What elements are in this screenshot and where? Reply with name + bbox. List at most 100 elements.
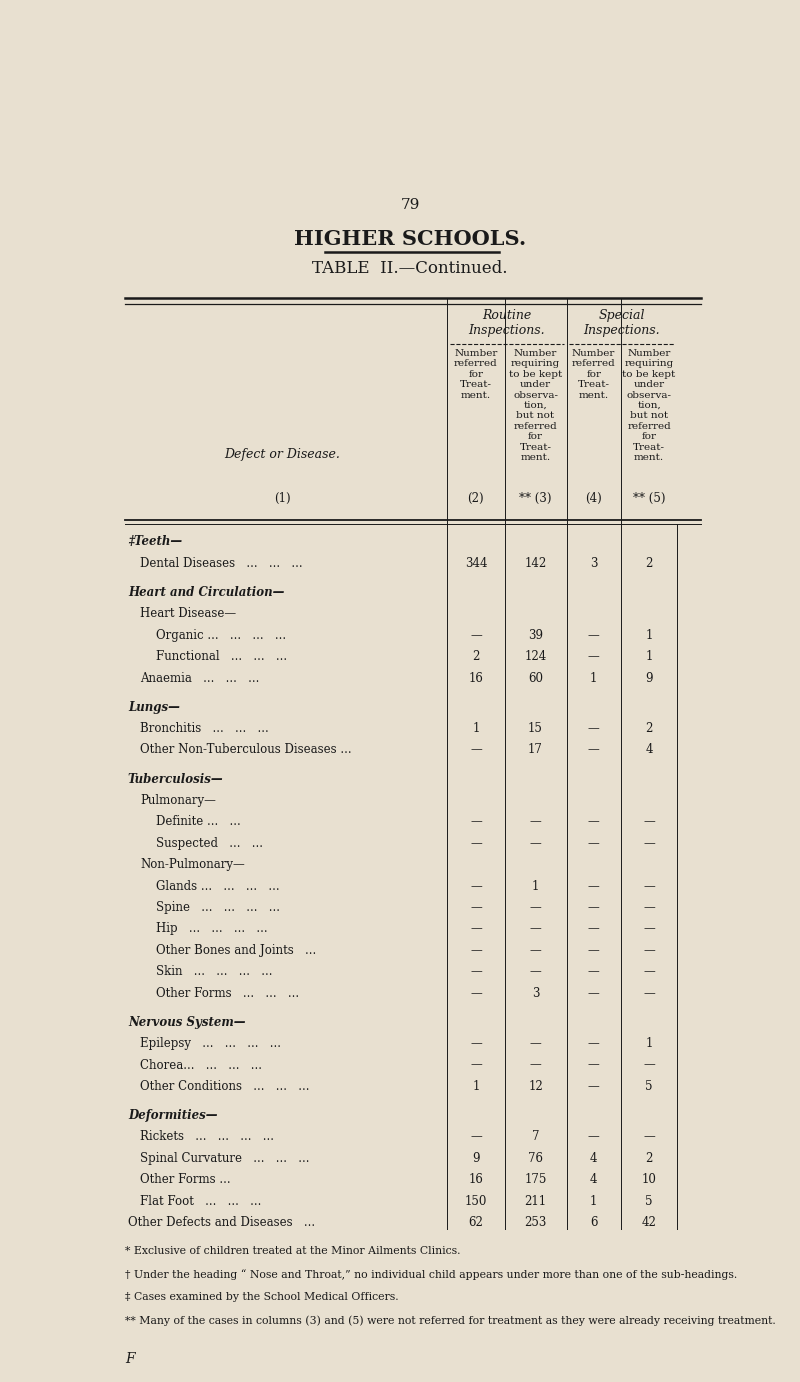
- Text: —: —: [470, 901, 482, 914]
- Text: Spine   ...   ...   ...   ...: Spine ... ... ... ...: [156, 901, 280, 914]
- Text: 2: 2: [646, 721, 653, 735]
- Text: Chorea...   ...   ...   ...: Chorea... ... ... ...: [140, 1059, 262, 1071]
- Text: TABLE  II.—Continued.: TABLE II.—Continued.: [312, 260, 508, 276]
- Text: 15: 15: [528, 721, 543, 735]
- Text: 253: 253: [524, 1216, 546, 1229]
- Text: Heart and Circulation—: Heart and Circulation—: [128, 586, 284, 598]
- Text: —: —: [588, 1059, 599, 1071]
- Text: Number
referred
for
Treat-
ment.: Number referred for Treat- ment.: [454, 350, 498, 399]
- Text: —: —: [530, 837, 542, 850]
- Text: —: —: [470, 1130, 482, 1143]
- Text: Defect or Disease.: Defect or Disease.: [224, 448, 340, 460]
- Text: —: —: [588, 1079, 599, 1093]
- Text: Nervous System—: Nervous System—: [128, 1016, 246, 1028]
- Text: —: —: [643, 901, 655, 914]
- Text: 17: 17: [528, 744, 543, 756]
- Text: Dental Diseases   ...   ...   ...: Dental Diseases ... ... ...: [140, 557, 303, 569]
- Text: —: —: [470, 944, 482, 956]
- Text: Epilepsy   ...   ...   ...   ...: Epilepsy ... ... ... ...: [140, 1036, 282, 1050]
- Text: 150: 150: [465, 1194, 487, 1208]
- Text: 39: 39: [528, 629, 543, 641]
- Text: Organic ...   ...   ...   ...: Organic ... ... ... ...: [156, 629, 286, 641]
- Text: —: —: [588, 721, 599, 735]
- Text: —: —: [470, 837, 482, 850]
- Text: Glands ...   ...   ...   ...: Glands ... ... ... ...: [156, 879, 279, 893]
- Text: —: —: [470, 922, 482, 936]
- Text: —: —: [588, 965, 599, 978]
- Text: 4: 4: [590, 1153, 598, 1165]
- Text: F: F: [125, 1352, 134, 1367]
- Text: —: —: [588, 837, 599, 850]
- Text: Spinal Curvature   ...   ...   ...: Spinal Curvature ... ... ...: [140, 1153, 310, 1165]
- Text: —: —: [588, 744, 599, 756]
- Text: 1: 1: [472, 721, 479, 735]
- Text: —: —: [588, 879, 599, 893]
- Text: —: —: [470, 744, 482, 756]
- Text: 3: 3: [532, 987, 539, 999]
- Text: 60: 60: [528, 672, 543, 684]
- Text: —: —: [470, 965, 482, 978]
- Text: 2: 2: [646, 557, 653, 569]
- Text: 10: 10: [642, 1173, 657, 1186]
- Text: —: —: [530, 965, 542, 978]
- Text: —: —: [588, 1036, 599, 1050]
- Text: Special
Inspections.: Special Inspections.: [584, 310, 660, 337]
- Text: 5: 5: [646, 1194, 653, 1208]
- Text: Other Defects and Diseases   ...: Other Defects and Diseases ...: [128, 1216, 315, 1229]
- Text: Other Bones and Joints   ...: Other Bones and Joints ...: [156, 944, 316, 956]
- Text: * Exclusive of children treated at the Minor Ailments Clinics.: * Exclusive of children treated at the M…: [125, 1247, 460, 1256]
- Text: 1: 1: [590, 672, 598, 684]
- Text: 76: 76: [528, 1153, 543, 1165]
- Text: Other Conditions   ...   ...   ...: Other Conditions ... ... ...: [140, 1079, 310, 1093]
- Text: Functional   ...   ...   ...: Functional ... ... ...: [156, 650, 287, 663]
- Text: Other Forms ...: Other Forms ...: [140, 1173, 231, 1186]
- Text: 9: 9: [646, 672, 653, 684]
- Text: (1): (1): [274, 492, 290, 506]
- Text: 4: 4: [646, 744, 653, 756]
- Text: 12: 12: [528, 1079, 543, 1093]
- Text: —: —: [470, 629, 482, 641]
- Text: 5: 5: [646, 1079, 653, 1093]
- Text: HIGHER SCHOOLS.: HIGHER SCHOOLS.: [294, 229, 526, 249]
- Text: 1: 1: [532, 879, 539, 893]
- Text: 175: 175: [524, 1173, 546, 1186]
- Text: —: —: [470, 987, 482, 999]
- Text: —: —: [643, 815, 655, 828]
- Text: Flat Foot   ...   ...   ...: Flat Foot ... ... ...: [140, 1194, 262, 1208]
- Text: —: —: [588, 1130, 599, 1143]
- Text: —: —: [588, 629, 599, 641]
- Text: 344: 344: [465, 557, 487, 569]
- Text: —: —: [643, 1130, 655, 1143]
- Text: † Under the heading “ Nose and Throat,” no individual child appears under more t: † Under the heading “ Nose and Throat,” …: [125, 1269, 737, 1280]
- Text: 1: 1: [590, 1194, 598, 1208]
- Text: Definite ...   ...: Definite ... ...: [156, 815, 241, 828]
- Text: —: —: [643, 965, 655, 978]
- Text: Suspected   ...   ...: Suspected ... ...: [156, 837, 262, 850]
- Text: (2): (2): [467, 492, 484, 506]
- Text: Rickets   ...   ...   ...   ...: Rickets ... ... ... ...: [140, 1130, 274, 1143]
- Text: —: —: [588, 650, 599, 663]
- Text: —: —: [470, 1036, 482, 1050]
- Text: 1: 1: [646, 629, 653, 641]
- Text: Number
requiring
to be kept
under
observa-
tion,
but not
referred
for
Treat-
men: Number requiring to be kept under observ…: [509, 350, 562, 462]
- Text: Other Non-Tuberculous Diseases ...: Other Non-Tuberculous Diseases ...: [140, 744, 352, 756]
- Text: 2: 2: [646, 1153, 653, 1165]
- Text: —: —: [588, 987, 599, 999]
- Text: —: —: [643, 1059, 655, 1071]
- Text: ** (5): ** (5): [633, 492, 666, 506]
- Text: 7: 7: [532, 1130, 539, 1143]
- Text: 124: 124: [525, 650, 546, 663]
- Text: Number
referred
for
Treat-
ment.: Number referred for Treat- ment.: [572, 350, 615, 399]
- Text: (4): (4): [586, 492, 602, 506]
- Text: 1: 1: [646, 650, 653, 663]
- Text: Pulmonary—: Pulmonary—: [140, 795, 216, 807]
- Text: —: —: [530, 922, 542, 936]
- Text: Tuberculosis—: Tuberculosis—: [128, 773, 223, 785]
- Text: Skin   ...   ...   ...   ...: Skin ... ... ... ...: [156, 965, 272, 978]
- Text: 1: 1: [472, 1079, 479, 1093]
- Text: 1: 1: [646, 1036, 653, 1050]
- Text: Other Forms   ...   ...   ...: Other Forms ... ... ...: [156, 987, 299, 999]
- Text: —: —: [530, 1036, 542, 1050]
- Text: Deformities—: Deformities—: [128, 1110, 218, 1122]
- Text: —: —: [588, 944, 599, 956]
